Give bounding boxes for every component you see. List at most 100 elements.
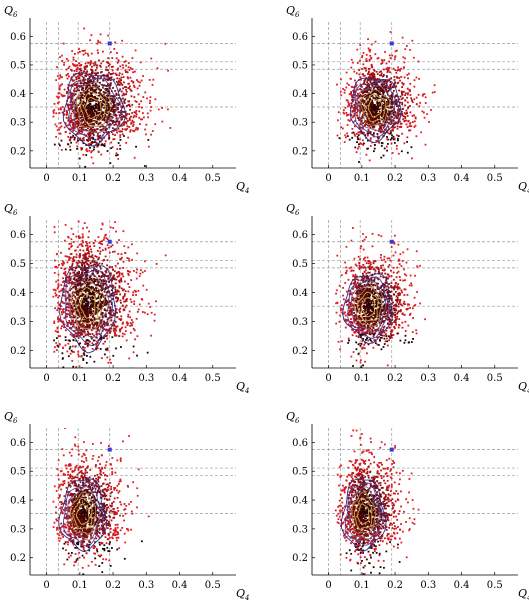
scatter-point <box>149 306 152 308</box>
scatter-point <box>128 117 131 120</box>
scatter-point <box>105 328 108 331</box>
scatter-point <box>62 262 65 265</box>
scatter-point <box>358 143 360 146</box>
scatter-point <box>406 126 409 129</box>
scatter-point <box>394 103 397 106</box>
scatter-point <box>112 138 115 141</box>
scatter-point <box>421 110 424 113</box>
scatter-point <box>131 243 133 246</box>
scatter-point <box>356 136 359 138</box>
scatter-point <box>54 266 56 269</box>
scatter-point <box>358 126 361 129</box>
scatter-point <box>109 279 112 281</box>
scatter-point <box>98 305 101 308</box>
scatter-point <box>76 316 79 319</box>
scatter-point <box>73 126 76 129</box>
scatter-point <box>372 111 374 114</box>
scatter-point <box>360 85 363 88</box>
scatter-point <box>77 279 79 282</box>
scatter-point <box>106 356 109 359</box>
scatter-point <box>113 100 115 103</box>
scatter-point <box>115 94 118 96</box>
scatter-point <box>134 49 137 52</box>
scatter-point <box>383 337 386 340</box>
scatter-point <box>347 101 350 104</box>
scatter-point <box>406 101 409 104</box>
scatter-point <box>362 337 365 340</box>
scatter-point <box>350 66 353 69</box>
scatter-point <box>54 123 57 126</box>
scatter-point <box>386 81 388 83</box>
scatter-point <box>410 125 413 128</box>
scatter-point <box>424 102 427 104</box>
scatter-point <box>87 88 90 90</box>
scatter-point <box>374 40 377 43</box>
scatter-point <box>97 258 100 261</box>
scatter-point <box>82 306 85 309</box>
scatter-point <box>62 261 65 264</box>
scatter-point <box>93 360 96 363</box>
scatter-point <box>64 255 67 258</box>
scatter-point <box>401 36 404 39</box>
scatter-point <box>140 118 142 121</box>
scatter-point <box>92 96 95 98</box>
scatter-point <box>405 274 408 277</box>
scatter-point <box>373 68 376 71</box>
scatter-point <box>114 282 117 285</box>
scatter-point <box>79 126 81 129</box>
scatter-point <box>376 116 379 119</box>
scatter-point <box>99 33 102 36</box>
scatter-point <box>397 115 400 118</box>
scatter-point <box>342 111 345 114</box>
scatter-point <box>75 235 78 238</box>
scatter-point <box>392 90 395 92</box>
scatter-point <box>95 141 98 144</box>
scatter-point <box>68 268 71 271</box>
scatter-point <box>399 339 402 342</box>
y-tick-label: 0.4 <box>10 89 26 100</box>
scatter-point <box>82 84 85 87</box>
scatter-point <box>84 165 87 168</box>
scatter-point <box>380 59 383 61</box>
density-contours <box>349 77 402 144</box>
scatter-point <box>127 313 130 316</box>
scatter-point <box>80 147 83 149</box>
scatter-point <box>79 64 81 67</box>
scatter-point <box>110 289 113 292</box>
scatter-point <box>67 87 69 90</box>
scatter-point <box>118 310 121 313</box>
scatter-point <box>86 297 89 300</box>
scatter-point <box>399 79 401 82</box>
scatter-point <box>137 308 140 311</box>
scatter-point <box>377 113 380 115</box>
scatter-point <box>102 131 105 134</box>
scatter-point <box>83 310 86 313</box>
scatter-point <box>82 235 84 238</box>
scatter-point <box>65 58 68 60</box>
scatter-point <box>362 92 364 95</box>
scatter-point <box>61 313 63 316</box>
scatter-point <box>87 113 90 116</box>
scatter-point <box>61 83 63 86</box>
scatter-point <box>406 114 409 117</box>
scatter-point <box>72 258 75 260</box>
scatter-point <box>401 101 404 104</box>
scatter-point <box>89 276 92 279</box>
scatter-point <box>78 73 81 76</box>
scatter-point <box>394 251 397 254</box>
scatter-point <box>71 136 74 139</box>
scatter-point <box>89 307 92 310</box>
scatter-point <box>398 110 401 113</box>
scatter-point <box>59 126 62 129</box>
scatter-point <box>103 304 106 307</box>
scatter-point <box>85 71 88 74</box>
scatter-point <box>79 342 82 345</box>
scatter-point <box>86 97 88 99</box>
scatter-point <box>78 48 80 50</box>
scatter-point <box>67 72 69 75</box>
scatter-point <box>372 81 375 84</box>
scatter-point <box>112 291 115 294</box>
scatter-point <box>385 75 388 77</box>
scatter-point <box>424 96 427 99</box>
scatter-point <box>353 70 356 73</box>
